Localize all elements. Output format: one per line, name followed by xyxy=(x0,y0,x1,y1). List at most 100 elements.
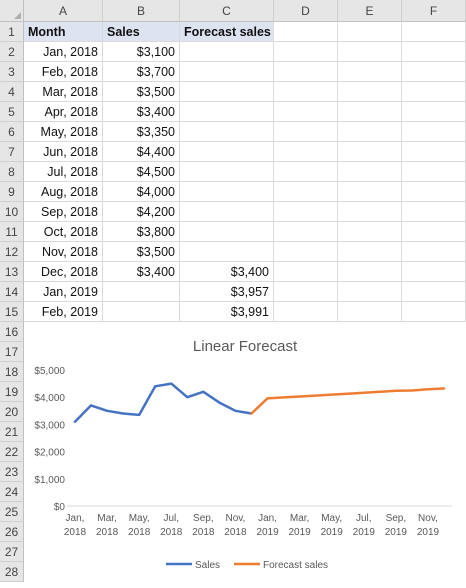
empty-cell[interactable] xyxy=(338,202,402,222)
empty-cell[interactable] xyxy=(402,222,466,242)
forecast-cell[interactable]: $3,957 xyxy=(180,282,274,302)
empty-cell[interactable] xyxy=(338,82,402,102)
empty-cell[interactable] xyxy=(274,202,338,222)
header-cell-forecast[interactable]: Forecast sales xyxy=(180,22,274,42)
sales-cell[interactable]: $3,500 xyxy=(103,82,180,102)
forecast-cell[interactable]: $3,991 xyxy=(180,302,274,322)
empty-cell[interactable] xyxy=(274,302,338,322)
row-header[interactable]: 27 xyxy=(0,542,24,562)
sales-cell[interactable] xyxy=(103,302,180,322)
column-header-e[interactable]: E xyxy=(338,0,402,22)
month-cell[interactable]: Jun, 2018 xyxy=(24,142,103,162)
empty-cell[interactable] xyxy=(338,102,402,122)
month-cell[interactable]: Feb, 2018 xyxy=(24,62,103,82)
sales-cell[interactable]: $4,000 xyxy=(103,182,180,202)
empty-cell[interactable] xyxy=(274,182,338,202)
sales-cell[interactable] xyxy=(103,282,180,302)
row-header[interactable]: 17 xyxy=(0,342,24,362)
column-header-d[interactable]: D xyxy=(274,0,338,22)
month-cell[interactable]: May, 2018 xyxy=(24,122,103,142)
column-header-b[interactable]: B xyxy=(103,0,180,22)
linear-forecast-chart[interactable]: Linear Forecast $0 $1,000 $2,000 $3,000 $4,00… xyxy=(25,323,466,583)
row-header[interactable]: 24 xyxy=(0,482,24,502)
empty-cell[interactable] xyxy=(338,62,402,82)
empty-cell[interactable] xyxy=(402,242,466,262)
row-header[interactable]: 21 xyxy=(0,422,24,442)
empty-cell[interactable] xyxy=(402,22,466,42)
row-header[interactable]: 10 xyxy=(0,202,24,222)
empty-cell[interactable] xyxy=(402,82,466,102)
forecast-cell[interactable] xyxy=(180,142,274,162)
forecast-cell[interactable] xyxy=(180,162,274,182)
empty-cell[interactable] xyxy=(402,62,466,82)
row-header[interactable]: 2 xyxy=(0,42,24,62)
empty-cell[interactable] xyxy=(402,162,466,182)
sales-cell[interactable]: $3,800 xyxy=(103,222,180,242)
empty-cell[interactable] xyxy=(338,22,402,42)
row-header[interactable]: 22 xyxy=(0,442,24,462)
empty-cell[interactable] xyxy=(338,122,402,142)
sales-cell[interactable]: $3,700 xyxy=(103,62,180,82)
row-header[interactable]: 7 xyxy=(0,142,24,162)
empty-cell[interactable] xyxy=(338,282,402,302)
row-header[interactable]: 8 xyxy=(0,162,24,182)
row-header[interactable]: 5 xyxy=(0,102,24,122)
row-header[interactable]: 3 xyxy=(0,62,24,82)
empty-cell[interactable] xyxy=(338,142,402,162)
row-header[interactable]: 25 xyxy=(0,502,24,522)
row-header[interactable]: 9 xyxy=(0,182,24,202)
empty-cell[interactable] xyxy=(402,102,466,122)
header-cell-month[interactable]: Month xyxy=(24,22,103,42)
sales-cell[interactable]: $3,500 xyxy=(103,242,180,262)
empty-cell[interactable] xyxy=(402,182,466,202)
empty-cell[interactable] xyxy=(338,42,402,62)
empty-cell[interactable] xyxy=(402,202,466,222)
forecast-cell[interactable] xyxy=(180,242,274,262)
month-cell[interactable]: Mar, 2018 xyxy=(24,82,103,102)
forecast-cell[interactable] xyxy=(180,122,274,142)
month-cell[interactable]: Oct, 2018 xyxy=(24,222,103,242)
month-cell[interactable]: Apr, 2018 xyxy=(24,102,103,122)
month-cell[interactable]: Jan, 2019 xyxy=(24,282,103,302)
column-header-a[interactable]: A xyxy=(24,0,103,22)
empty-cell[interactable] xyxy=(402,122,466,142)
row-header[interactable]: 16 xyxy=(0,322,24,342)
sales-cell[interactable]: $3,350 xyxy=(103,122,180,142)
row-header[interactable]: 14 xyxy=(0,282,24,302)
header-cell-sales[interactable]: Sales xyxy=(103,22,180,42)
empty-cell[interactable] xyxy=(338,182,402,202)
empty-cell[interactable] xyxy=(338,162,402,182)
column-header-f[interactable]: F xyxy=(402,0,466,22)
sales-cell[interactable]: $3,100 xyxy=(103,42,180,62)
empty-cell[interactable] xyxy=(402,142,466,162)
row-header[interactable]: 18 xyxy=(0,362,24,382)
sales-cell[interactable]: $4,500 xyxy=(103,162,180,182)
sales-cell[interactable]: $4,400 xyxy=(103,142,180,162)
empty-cell[interactable] xyxy=(338,242,402,262)
forecast-cell[interactable] xyxy=(180,202,274,222)
empty-cell[interactable] xyxy=(274,222,338,242)
month-cell[interactable]: Aug, 2018 xyxy=(24,182,103,202)
row-header[interactable]: 1 xyxy=(0,22,24,42)
forecast-cell[interactable] xyxy=(180,102,274,122)
empty-cell[interactable] xyxy=(274,142,338,162)
row-header[interactable]: 23 xyxy=(0,462,24,482)
empty-cell[interactable] xyxy=(338,222,402,242)
month-cell[interactable]: Sep, 2018 xyxy=(24,202,103,222)
column-header-c[interactable]: C xyxy=(180,0,274,22)
empty-cell[interactable] xyxy=(402,42,466,62)
forecast-cell[interactable] xyxy=(180,62,274,82)
forecast-cell[interactable] xyxy=(180,222,274,242)
empty-cell[interactable] xyxy=(402,282,466,302)
empty-cell[interactable] xyxy=(274,62,338,82)
select-all-corner[interactable] xyxy=(0,0,24,22)
forecast-cell[interactable] xyxy=(180,42,274,62)
row-header[interactable]: 20 xyxy=(0,402,24,422)
forecast-cell[interactable]: $3,400 xyxy=(180,262,274,282)
empty-cell[interactable] xyxy=(274,102,338,122)
empty-cell[interactable] xyxy=(338,302,402,322)
empty-cell[interactable] xyxy=(274,82,338,102)
row-header[interactable]: 6 xyxy=(0,122,24,142)
row-header[interactable]: 15 xyxy=(0,302,24,322)
forecast-cell[interactable] xyxy=(180,82,274,102)
